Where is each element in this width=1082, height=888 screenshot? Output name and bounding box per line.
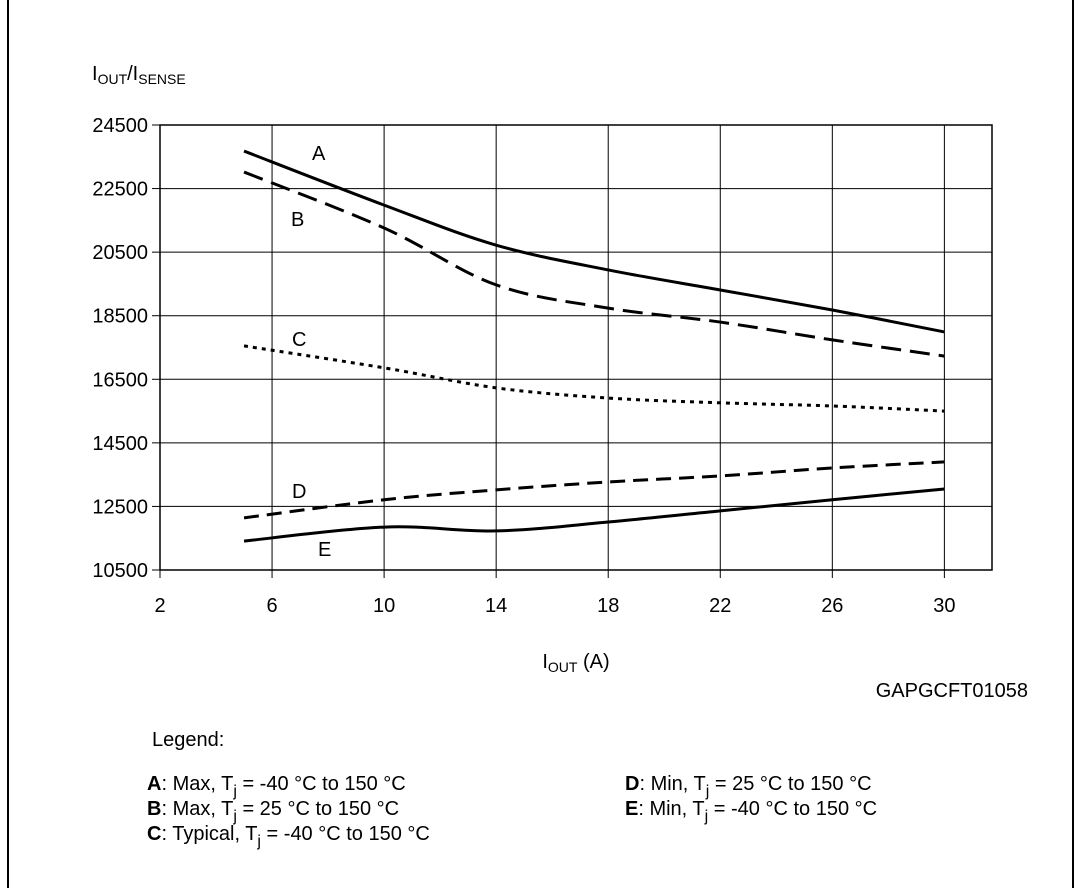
series-line: [243, 149, 945, 334]
legend-sub: j: [704, 808, 709, 825]
legend-text: : Min, T: [639, 773, 705, 795]
series-line: [243, 170, 945, 358]
legend-text: = 25 °C to 150 °C: [237, 798, 399, 820]
x-tick-label: 22: [709, 595, 731, 617]
curve-label: D: [292, 481, 306, 503]
legend-sub: j: [232, 783, 237, 800]
curve-label: C: [292, 329, 306, 351]
x-tick-label: 30: [933, 595, 955, 617]
y-tick-label: 24500: [92, 115, 148, 137]
legend-item: C: Typical, Tj = -40 °C to 150 °C: [147, 823, 430, 850]
legend-text: = -40 °C to 150 °C: [237, 773, 406, 795]
legend-text: : Max, T: [161, 773, 233, 795]
y-tick-label: 16500: [92, 369, 148, 391]
legend-text: : Min, T: [638, 798, 704, 820]
y-axis-label: IOUT/ISENSE: [92, 63, 186, 87]
legend-text: = 25 °C to 150 °C: [709, 773, 871, 795]
legend-item: D: Min, Tj = 25 °C to 150 °C: [625, 773, 872, 800]
legend-item: E: Min, Tj = -40 °C to 150 °C: [625, 798, 877, 825]
y-tick-label: 20500: [92, 242, 148, 264]
legend-key: E: [625, 798, 638, 820]
legend-title: Legend:: [152, 729, 224, 751]
y-tick-label: 18500: [92, 306, 148, 328]
x-tick-label: 14: [485, 595, 507, 617]
legend-key: D: [625, 773, 639, 795]
legend-sub: j: [256, 833, 261, 850]
y-tick-label: 22500: [92, 179, 148, 201]
series-line: [243, 460, 945, 520]
curve-label: A: [312, 143, 326, 165]
legend-key: A: [147, 773, 161, 795]
y-tick-label: 10500: [92, 560, 148, 582]
curve-label: B: [291, 209, 304, 231]
x-tick-label: 18: [597, 595, 619, 617]
legend-key: B: [147, 798, 161, 820]
plot-frame: [159, 124, 993, 571]
legend-text: = -40 °C to 150 °C: [261, 823, 430, 845]
legend-item: B: Max, Tj = 25 °C to 150 °C: [147, 798, 399, 825]
legend-text: = -40 °C to 150 °C: [708, 798, 877, 820]
legend-item: A: Max, Tj = -40 °C to 150 °C: [147, 773, 406, 800]
legend-text: : Max, T: [161, 798, 233, 820]
series-line: [243, 344, 945, 413]
legend-key: C: [147, 823, 161, 845]
legend-sub: j: [232, 808, 237, 825]
legend-text: : Typical, T: [161, 823, 257, 845]
x-tick-label: 6: [266, 595, 277, 617]
source-code: GAPGCFT01058: [876, 680, 1028, 702]
legend-sub: j: [705, 783, 710, 800]
x-axis-label: IOUT (A): [542, 651, 609, 675]
x-tick-label: 10: [373, 595, 395, 617]
y-tick-label: 14500: [92, 433, 148, 455]
series-line: [243, 487, 945, 543]
curve-label: E: [318, 539, 331, 561]
y-tick-label: 12500: [92, 496, 148, 518]
x-tick-label: 2: [154, 595, 165, 617]
x-tick-label: 26: [821, 595, 843, 617]
